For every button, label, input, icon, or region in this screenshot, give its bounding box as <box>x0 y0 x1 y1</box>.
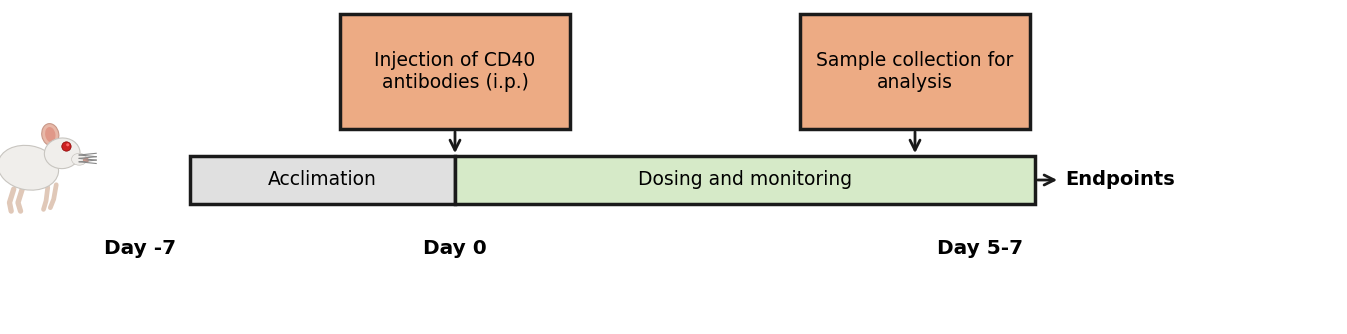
FancyBboxPatch shape <box>800 14 1030 129</box>
Circle shape <box>62 142 71 151</box>
Text: Day 0: Day 0 <box>423 239 486 259</box>
FancyBboxPatch shape <box>339 14 570 129</box>
Circle shape <box>66 143 69 146</box>
Text: Sample collection for
analysis: Sample collection for analysis <box>816 51 1014 92</box>
Text: Acclimation: Acclimation <box>268 170 377 189</box>
Ellipse shape <box>0 145 58 190</box>
Text: Dosing and monitoring: Dosing and monitoring <box>638 170 853 189</box>
Text: Day 5-7: Day 5-7 <box>938 239 1024 259</box>
Ellipse shape <box>71 153 86 165</box>
FancyBboxPatch shape <box>455 156 1034 204</box>
FancyBboxPatch shape <box>190 156 455 204</box>
Ellipse shape <box>42 124 59 146</box>
Ellipse shape <box>44 127 55 142</box>
Ellipse shape <box>44 138 79 169</box>
Text: Day -7: Day -7 <box>104 239 176 259</box>
Text: Injection of CD40
antibodies (i.p.): Injection of CD40 antibodies (i.p.) <box>374 51 536 92</box>
Text: Endpoints: Endpoints <box>1065 170 1175 189</box>
Ellipse shape <box>84 158 89 162</box>
